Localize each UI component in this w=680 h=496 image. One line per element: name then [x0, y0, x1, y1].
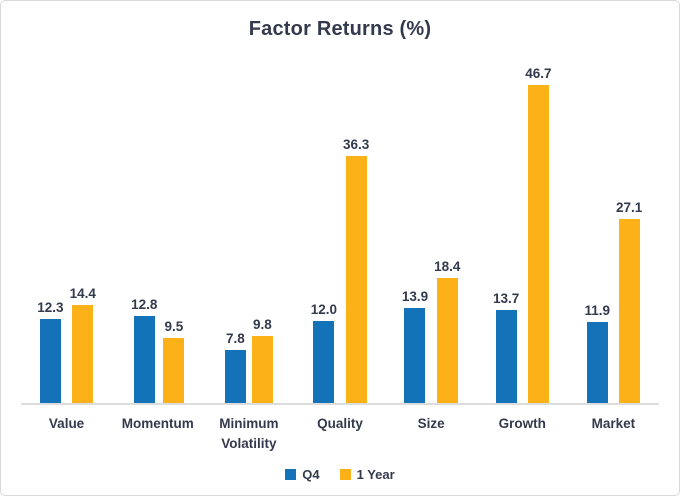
bar-group-value: 12.3 14.4 [21, 45, 112, 403]
legend-label: 1 Year [356, 467, 395, 483]
bar-q4-momentum [133, 315, 155, 403]
bar-wrap: 13.7 [493, 291, 519, 403]
bar-wrap: 7.8 [224, 330, 246, 403]
bar-wrap: 12.8 [131, 297, 157, 403]
bar-group-size: 13.9 18.4 [386, 45, 477, 403]
data-label: 36.3 [342, 137, 370, 153]
category-label-market: Market [591, 416, 636, 431]
bar-q4-value [39, 319, 61, 403]
data-label: 11.9 [584, 303, 611, 319]
category-label-size: Size [417, 416, 445, 431]
legend-label: Q4 [302, 467, 320, 483]
bar-q4-growth [495, 309, 517, 403]
bar-1-year-market [618, 218, 640, 403]
bar-wrap: 12.3 [37, 300, 64, 403]
bar-1-year-momentum [163, 338, 185, 403]
bar-q4-size [404, 308, 426, 403]
bar-1-year-value [72, 305, 94, 403]
bar-wrap: 12.0 [311, 302, 337, 403]
bar-group-market: 11.9 27.1 [568, 45, 659, 403]
bar-1-year-growth [527, 85, 549, 403]
bar-wrap: 9.5 [163, 319, 185, 403]
category-label-growth: Growth [498, 416, 546, 431]
legend-item-q4: Q4 [285, 467, 320, 483]
legend-swatch-icon [285, 469, 297, 481]
category-label-minimum-volatility: Minimum Volatility [219, 416, 279, 451]
bar-group-momentum: 12.8 9.5 [112, 45, 203, 403]
data-label: 46.7 [525, 66, 552, 82]
data-label: 12.0 [310, 302, 337, 318]
category-label-value: Value [48, 416, 85, 431]
legend-swatch-icon [339, 469, 351, 481]
chart-title: Factor Returns (%) [248, 18, 432, 40]
legend: Q4 1 Year [1, 467, 679, 482]
bar-q4-quality [313, 321, 335, 403]
data-label: 9.8 [252, 317, 272, 333]
bar-q4-market [586, 322, 608, 403]
bar-1-year-size [436, 277, 458, 403]
bar-wrap: 9.8 [251, 317, 273, 403]
data-label: 27.1 [616, 199, 643, 215]
bar-1-year-minimum-volatility [251, 336, 273, 403]
bar-wrap: 18.4 [434, 259, 460, 403]
category-label-momentum: Momentum [121, 416, 194, 431]
bar-group-growth: 13.7 46.7 [477, 45, 568, 403]
category-label-quality: Quality [317, 416, 363, 431]
bar-1-year-quality [345, 156, 367, 403]
data-label: 12.3 [37, 300, 64, 316]
plot-area: 12.3 14.4 12.8 9.5 7.8 9.8 12.0 36.3 13.9 18.4 13.… [21, 45, 659, 405]
legend-item-1-year: 1 Year [339, 467, 395, 483]
bar-wrap: 13.9 [402, 289, 428, 403]
bar-wrap: 27.1 [616, 200, 642, 403]
category-axis: Value Momentum Minimum Volatility Quality Si… [21, 405, 659, 453]
data-label: 18.4 [434, 258, 461, 274]
bar-wrap: 14.4 [70, 286, 96, 403]
data-label: 12.8 [131, 296, 158, 312]
bar-wrap: 11.9 [584, 303, 611, 403]
bar-group-quality: 12.0 36.3 [294, 45, 385, 403]
data-label: 13.7 [492, 290, 520, 306]
data-label: 9.5 [164, 319, 184, 335]
bar-q4-minimum-volatility [224, 349, 246, 403]
data-label: 7.8 [225, 330, 245, 346]
data-label: 14.4 [69, 286, 96, 302]
data-label: 13.9 [401, 289, 429, 305]
bar-wrap: 46.7 [525, 66, 552, 403]
bar-wrap: 36.3 [343, 137, 369, 403]
bar-group-minimum-volatility: 7.8 9.8 [203, 45, 294, 403]
